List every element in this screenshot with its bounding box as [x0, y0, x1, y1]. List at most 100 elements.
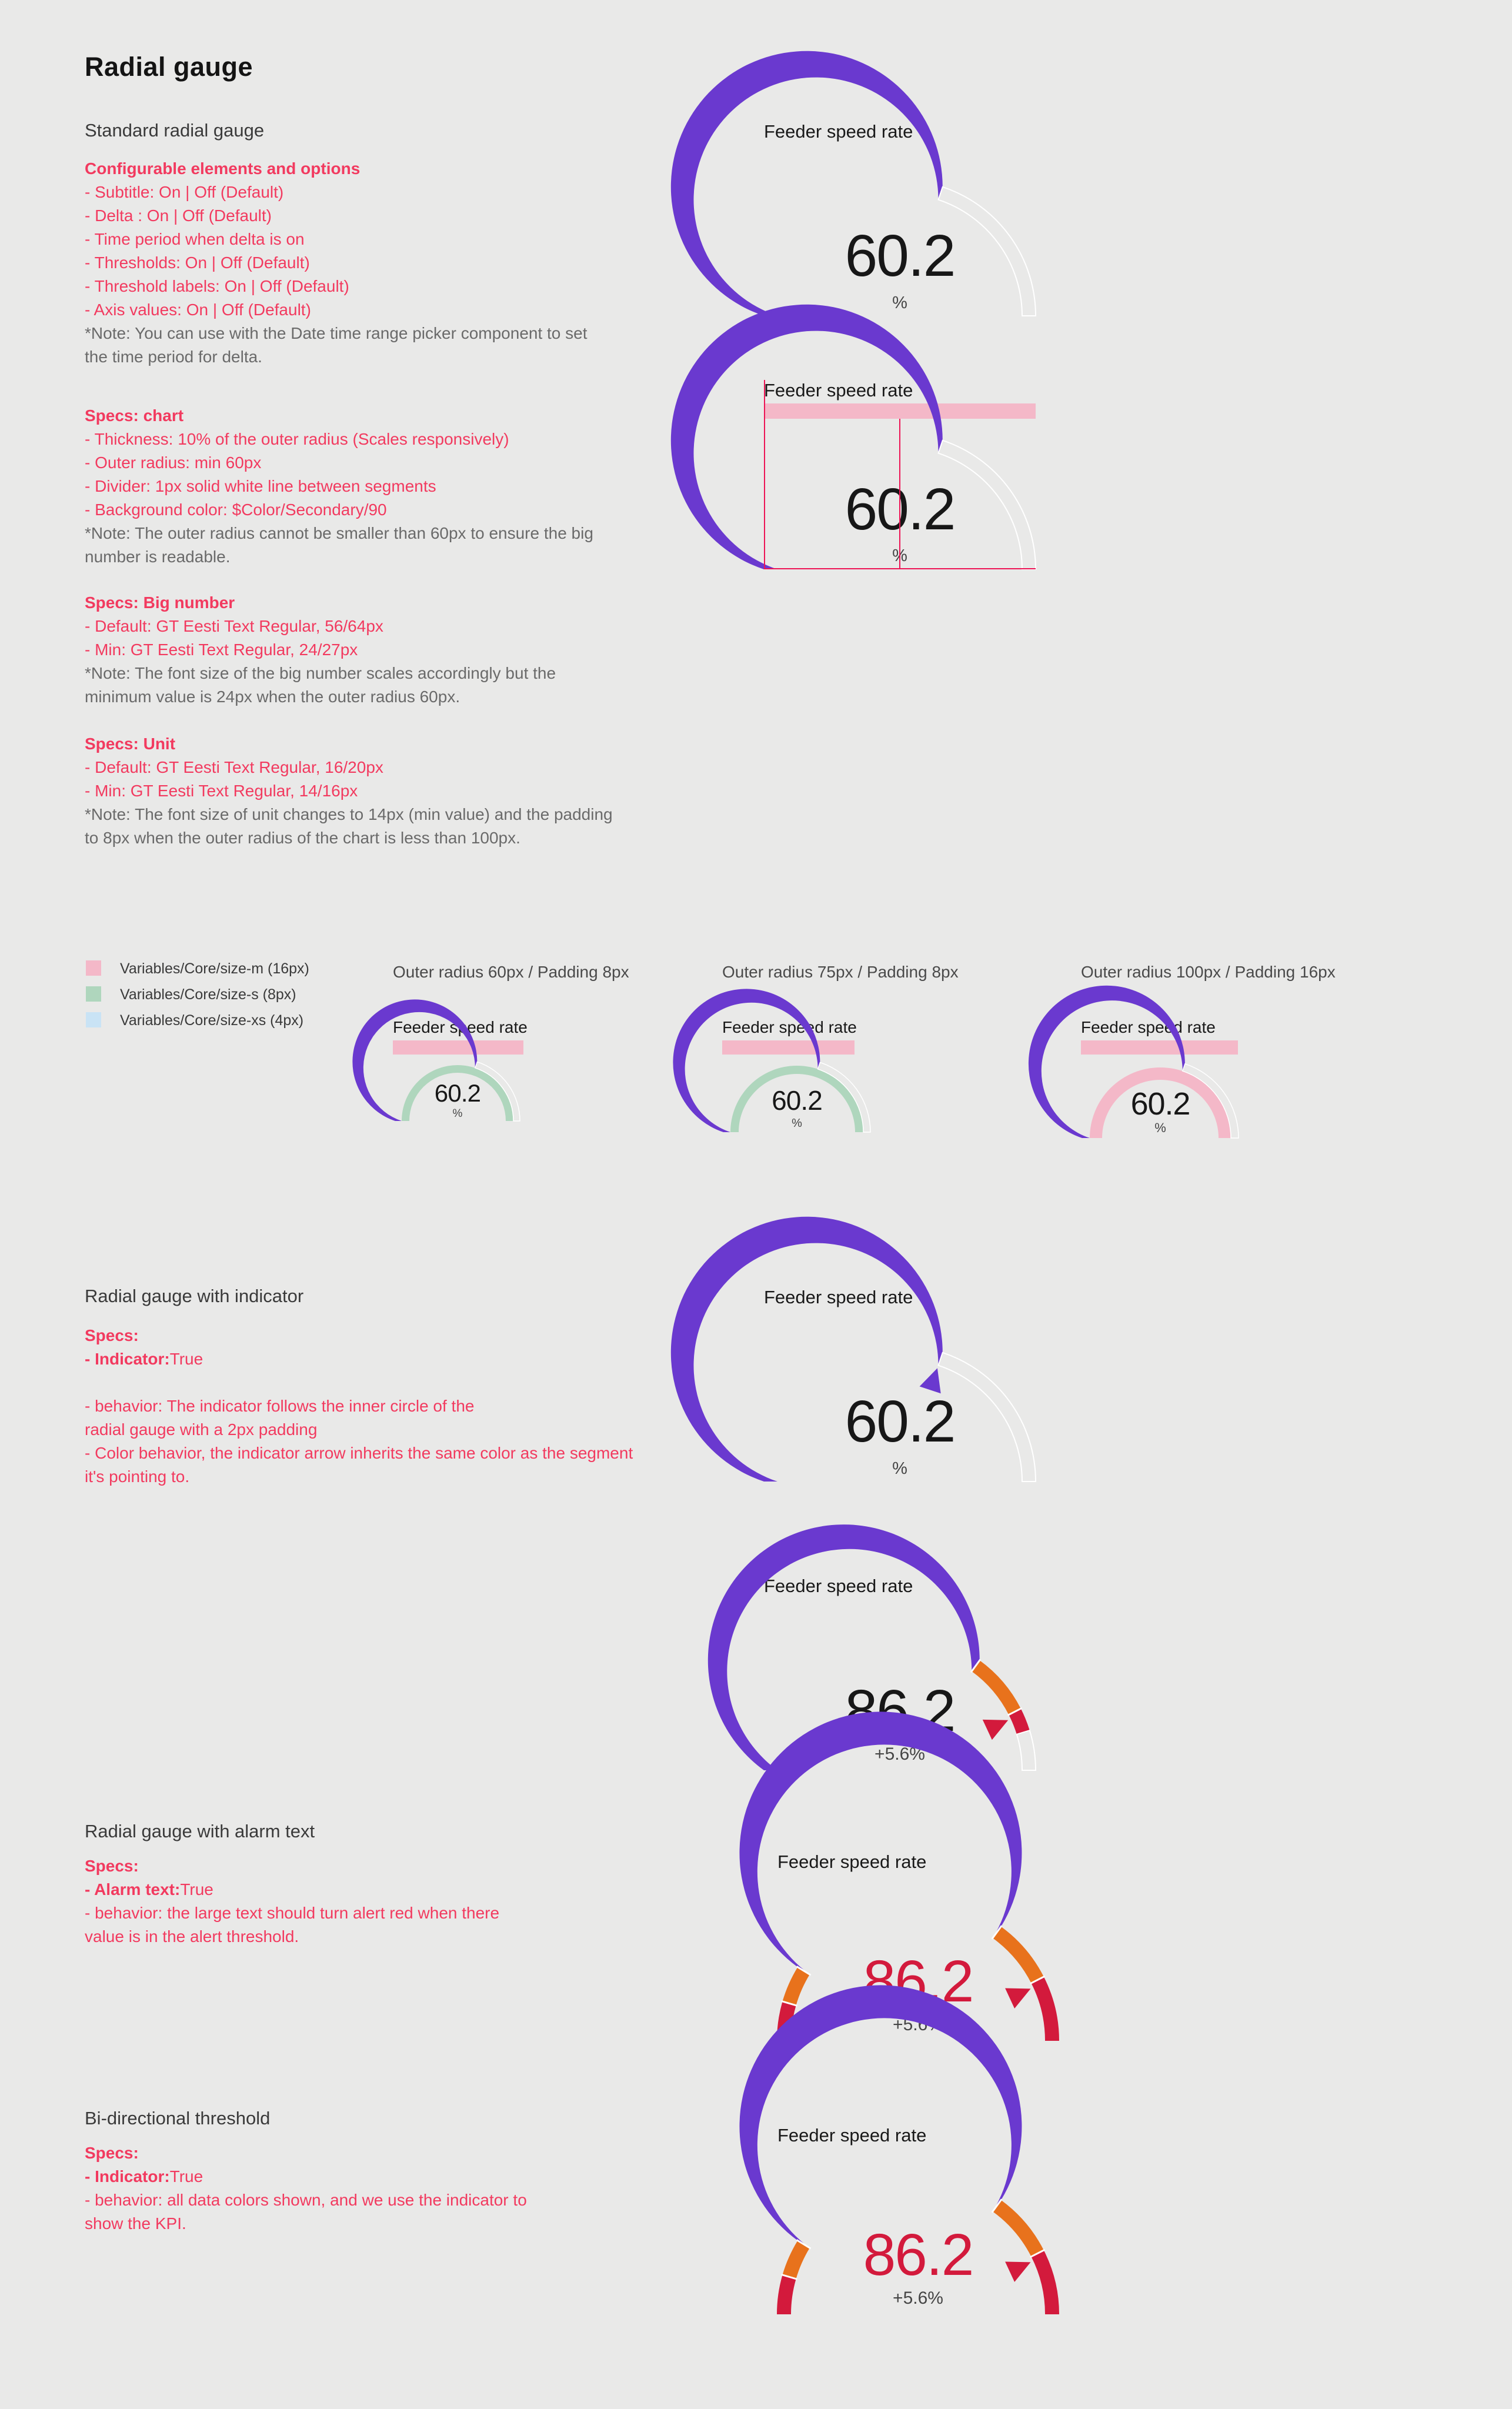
- gauge-track-remainder: [1016, 1729, 1037, 1771]
- legend-swatch-1: [86, 960, 101, 976]
- gauge-title: Feeder speed rate: [777, 1851, 927, 1872]
- gauge-unit: %: [792, 1116, 802, 1130]
- gauge-segment-orange: [972, 1660, 1021, 1715]
- gauge-track-remainder: [817, 1062, 871, 1133]
- gauge-segment-red: [1031, 1977, 1059, 2041]
- gauge-segment-orange: [782, 1967, 810, 2006]
- spec-line: Specs:: [85, 1857, 139, 1875]
- spec-line: *Note: You can use with the Date time ra…: [85, 324, 588, 342]
- segment-divider: [991, 1925, 1003, 1940]
- spec-line: minimum value is 24px when the outer rad…: [85, 688, 460, 706]
- gauge-value: 86.2: [863, 2222, 974, 2288]
- gauge-title: Feeder speed rate: [722, 1018, 857, 1036]
- segment-divider: [970, 1659, 982, 1673]
- legend-label: Variables/Core/size-xs (4px): [120, 1012, 304, 1029]
- spec-line: - Default: GT Eesti Text Regular, 16/20p…: [85, 758, 383, 776]
- size-annotation-bar: [1081, 1040, 1238, 1055]
- gauge-track-remainder: [937, 186, 1037, 316]
- spec-line: Specs:: [85, 1326, 139, 1344]
- spec-line: - behavior: all data colors shown, and w…: [85, 2191, 527, 2209]
- spec-line: - Alarm text:True: [85, 1880, 213, 1898]
- legend-swatch-3: [86, 1012, 101, 1027]
- spec-line: Specs: chart: [85, 406, 184, 425]
- gauge-value: 60.2: [845, 1389, 956, 1454]
- gauge-chart-size_60: [352, 999, 520, 1122]
- spec-line: number is readable.: [85, 548, 231, 566]
- spec-line: Specs: Big number: [85, 593, 235, 612]
- spec-line: - behavior: The indicator follows the in…: [85, 1397, 475, 1415]
- spec-line: Configurable elements and options: [85, 159, 361, 178]
- spec-line: to 8px when the outer radius of the char…: [85, 829, 520, 847]
- spec-line: radial gauge with a 2px padding: [85, 1420, 318, 1439]
- spec-line: value is in the alert threshold.: [85, 1927, 299, 1946]
- gauge-segment-orange: [782, 2240, 810, 2279]
- spec-line: - Min: GT Eesti Text Regular, 14/16px: [85, 782, 358, 800]
- padding-annotation-band: [402, 1065, 513, 1121]
- gauge-delta: +5.6%: [893, 2288, 943, 2308]
- gauge-chart-size_100: [1028, 985, 1239, 1139]
- gauge-chart-indicator: [670, 1216, 1037, 1482]
- spec-line: - Outer radius: min 60px: [85, 453, 262, 472]
- gauge-title: Feeder speed rate: [777, 2125, 927, 2146]
- spec-line: - Indicator:True: [85, 1350, 203, 1368]
- size-column-heading: Outer radius 60px / Padding 8px: [393, 963, 629, 981]
- spec-line: *Note: The font size of unit changes to …: [85, 805, 613, 823]
- spec-line: - Background color: $Color/Secondary/90: [85, 501, 387, 519]
- gauge-title: Feeder speed rate: [764, 1576, 913, 1596]
- spec-line: it's pointing to.: [85, 1467, 190, 1486]
- gauge-unit: %: [452, 1107, 463, 1120]
- gauge-segment-red: [777, 2275, 796, 2314]
- spec-line: - Color behavior, the indicator arrow in…: [85, 1444, 633, 1462]
- gauge-chart-size_75: [673, 989, 871, 1133]
- gauge-track-remainder: [474, 1061, 520, 1122]
- spec-line: - Time period when delta is on: [85, 230, 305, 248]
- segment-divider: [1007, 1707, 1023, 1716]
- segment-divider: [796, 1966, 812, 1976]
- spec-line: - Delta : On | Off (Default): [85, 206, 272, 225]
- section-heading-alarm: Radial gauge with alarm text: [85, 1821, 315, 1841]
- redline-left: [764, 380, 765, 569]
- gauge-title: Feeder speed rate: [1081, 1018, 1216, 1036]
- gauge-chart-redline: [670, 304, 1037, 570]
- segment-divider: [991, 2198, 1003, 2213]
- indicator-arrow-icon: [919, 1368, 941, 1394]
- spec-line: *Note: The outer radius cannot be smalle…: [85, 524, 593, 542]
- segment-divider: [781, 2274, 797, 2280]
- padding-annotation-band: [730, 1066, 863, 1132]
- section-heading-standard: Standard radial gauge: [85, 120, 265, 141]
- gauge-chart-bidirectional: [739, 1985, 1059, 2314]
- gauge-unit: %: [892, 293, 907, 312]
- spec-line: - Axis values: On | Off (Default): [85, 301, 311, 319]
- spec-line: the time period for delta.: [85, 348, 262, 366]
- gauge-segment-orange: [993, 1926, 1044, 1983]
- spec-line: Specs: Unit: [85, 735, 176, 753]
- legend-swatch-2: [86, 986, 101, 1002]
- spec-line: - Threshold labels: On | Off (Default): [85, 277, 349, 295]
- gauge-title: Feeder speed rate: [764, 1287, 913, 1307]
- legend-label: Variables/Core/size-s (8px): [120, 986, 296, 1003]
- spec-line: - Default: GT Eesti Text Regular, 56/64p…: [85, 617, 383, 635]
- segment-divider: [781, 2000, 797, 2007]
- segment-divider: [1029, 1975, 1046, 1985]
- gauge-value: 60.2: [1130, 1086, 1191, 1122]
- spec-line-bold-prefix: - Indicator:: [85, 1350, 170, 1368]
- section-heading-indicator: Radial gauge with indicator: [85, 1286, 304, 1306]
- size-annotation-bar: [722, 1040, 855, 1055]
- gauge-value: 60.2: [845, 223, 956, 289]
- gauge-unit: %: [892, 1459, 907, 1478]
- gauge-segment-red: [1009, 1709, 1030, 1734]
- spec-line: show the KPI.: [85, 2214, 186, 2233]
- gauge-chart-delta: [707, 1524, 1037, 1771]
- spec-line: - Subtitle: On | Off (Default): [85, 183, 284, 201]
- gauge-segment-red: [1031, 2250, 1059, 2314]
- gauge-unit: %: [1154, 1120, 1166, 1135]
- redline-center: [899, 419, 900, 569]
- segment-divider: [1029, 2248, 1046, 2258]
- gauge-track-remainder: [937, 1352, 1037, 1482]
- legend-label: Variables/Core/size-m (16px): [120, 960, 309, 977]
- indicator-arrow-icon: [1005, 2261, 1031, 2282]
- spec-line-bold-prefix: - Indicator:: [85, 2167, 170, 2186]
- spec-line: - Min: GT Eesti Text Regular, 24/27px: [85, 640, 358, 659]
- size-annotation-bar: [764, 403, 1036, 419]
